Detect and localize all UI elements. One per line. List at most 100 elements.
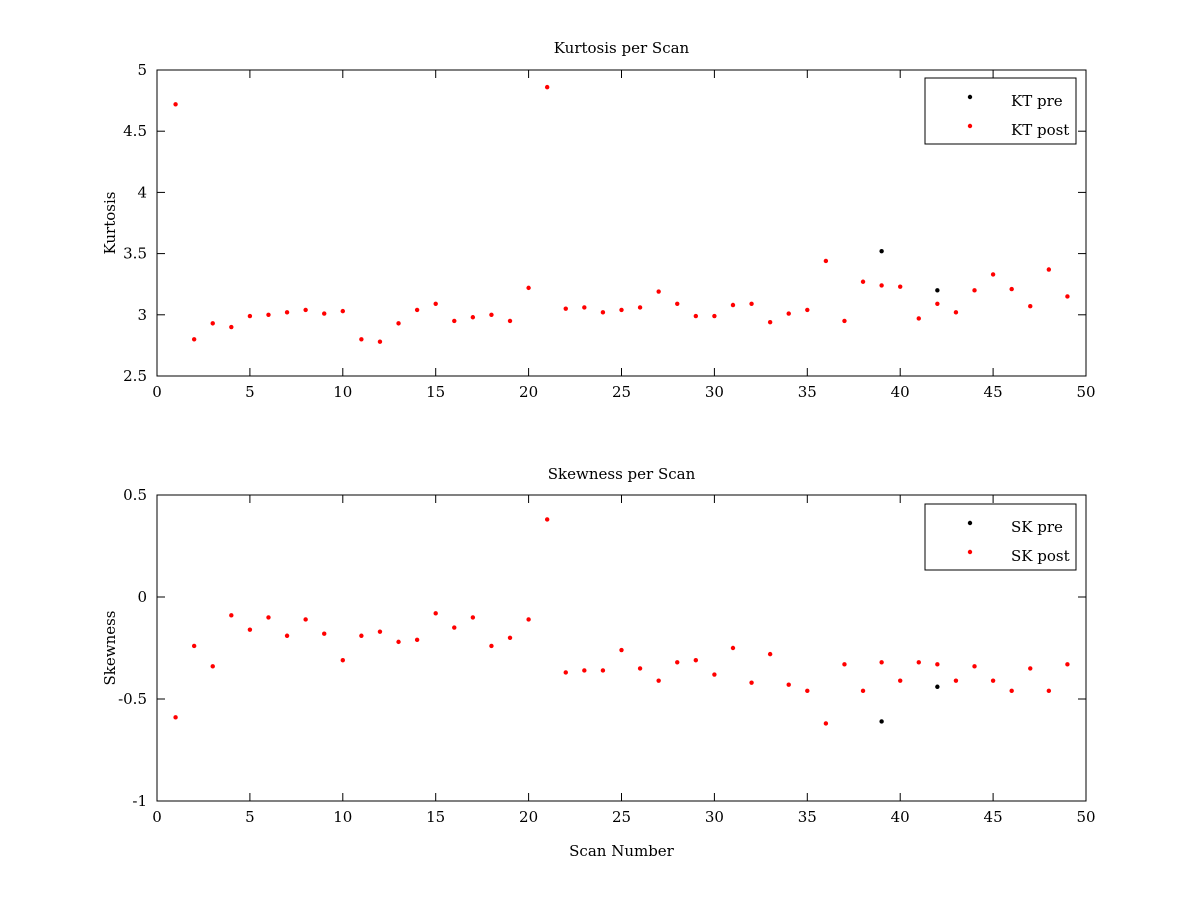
x-tick-label: 25 — [612, 808, 631, 826]
data-point — [470, 615, 476, 620]
y-tick-label: 0.5 — [123, 486, 147, 504]
data-point — [656, 289, 661, 294]
legend-box — [924, 77, 1077, 145]
data-point — [173, 715, 178, 720]
data-point — [266, 312, 271, 317]
x-axis-label: Scan Number — [569, 842, 675, 860]
data-point — [322, 311, 327, 316]
data-point — [544, 84, 550, 90]
x-tick-label: 35 — [798, 808, 817, 826]
data-point — [396, 321, 401, 326]
x-tick-label: 10 — [333, 383, 352, 401]
data-point — [767, 651, 773, 657]
x-tick-label: 40 — [891, 383, 910, 401]
data-point — [433, 301, 438, 306]
data-point — [191, 643, 197, 649]
data-point — [675, 301, 680, 306]
data-point — [823, 258, 829, 264]
x-tick-label: 15 — [426, 808, 445, 826]
y-tick-label: 2.5 — [123, 367, 147, 385]
series-sk-pre — [879, 684, 940, 724]
data-point — [1046, 688, 1052, 694]
y-axis-label: Kurtosis — [101, 192, 119, 255]
data-point — [507, 635, 513, 640]
data-point — [879, 248, 884, 254]
x-tick-label: 30 — [705, 808, 724, 826]
legend: KT pre KT post — [924, 77, 1077, 145]
legend-box — [924, 503, 1077, 571]
data-point — [1009, 688, 1014, 694]
x-tick-label: 0 — [152, 808, 162, 826]
data-point — [563, 670, 568, 675]
data-point — [916, 316, 921, 321]
data-point — [767, 319, 773, 325]
y-tick-label: 5 — [137, 61, 147, 79]
data-point — [359, 337, 364, 342]
data-point — [284, 310, 290, 315]
legend-marker — [967, 94, 973, 100]
data-point — [229, 324, 234, 330]
data-point — [693, 313, 699, 319]
data-point — [935, 662, 940, 667]
data-point — [953, 310, 959, 315]
x-tick-label: 45 — [984, 383, 1003, 401]
data-point — [990, 272, 996, 277]
y-tick-label: 4 — [137, 183, 147, 201]
data-point — [935, 684, 940, 689]
data-point — [935, 288, 940, 293]
chart-title: Kurtosis per Scan — [554, 39, 690, 57]
data-point — [600, 668, 606, 673]
data-point — [582, 305, 587, 310]
data-point — [489, 643, 494, 649]
data-point — [1028, 666, 1033, 671]
data-point — [359, 633, 364, 638]
data-point — [898, 678, 903, 683]
data-point — [1028, 304, 1033, 309]
data-point — [953, 678, 959, 683]
series-kt-pre — [879, 248, 940, 293]
data-point — [898, 284, 903, 289]
y-tick-label: -1 — [132, 792, 147, 810]
legend: SK pre SK post — [924, 503, 1077, 571]
data-point — [935, 301, 940, 306]
data-point — [860, 688, 866, 694]
y-tick-label: 4.5 — [123, 122, 147, 140]
data-point — [1009, 286, 1014, 292]
legend-label: SK pre — [1011, 518, 1063, 536]
data-point — [749, 680, 754, 685]
data-point — [730, 302, 736, 308]
data-point — [600, 310, 606, 315]
data-point — [303, 307, 308, 313]
data-point — [730, 645, 736, 651]
data-point — [526, 285, 531, 291]
data-point — [191, 337, 197, 342]
data-point — [247, 627, 253, 632]
data-point — [173, 102, 178, 107]
x-tick-label: 35 — [798, 383, 817, 401]
x-tick-label: 15 — [426, 383, 445, 401]
data-point — [972, 664, 977, 669]
legend-label: SK post — [1011, 547, 1070, 565]
data-point — [860, 279, 866, 284]
x-tick-label: 20 — [519, 808, 538, 826]
data-point — [377, 339, 383, 344]
y-tick-label: 3 — [137, 306, 147, 324]
data-point — [805, 307, 810, 313]
data-point — [229, 613, 234, 618]
chart-title: Skewness per Scan — [548, 465, 696, 483]
data-point — [972, 288, 977, 293]
data-point — [414, 307, 420, 313]
y-tick-label: 0 — [137, 588, 147, 606]
data-point — [563, 306, 568, 311]
x-tick-label: 30 — [705, 383, 724, 401]
data-point — [507, 318, 513, 324]
data-point — [1065, 662, 1070, 667]
data-point — [916, 660, 921, 665]
data-point — [842, 318, 847, 324]
series-sk-post — [173, 517, 1070, 726]
data-point — [786, 682, 791, 687]
data-point — [879, 719, 884, 724]
data-point — [712, 672, 717, 677]
data-point — [637, 305, 643, 310]
